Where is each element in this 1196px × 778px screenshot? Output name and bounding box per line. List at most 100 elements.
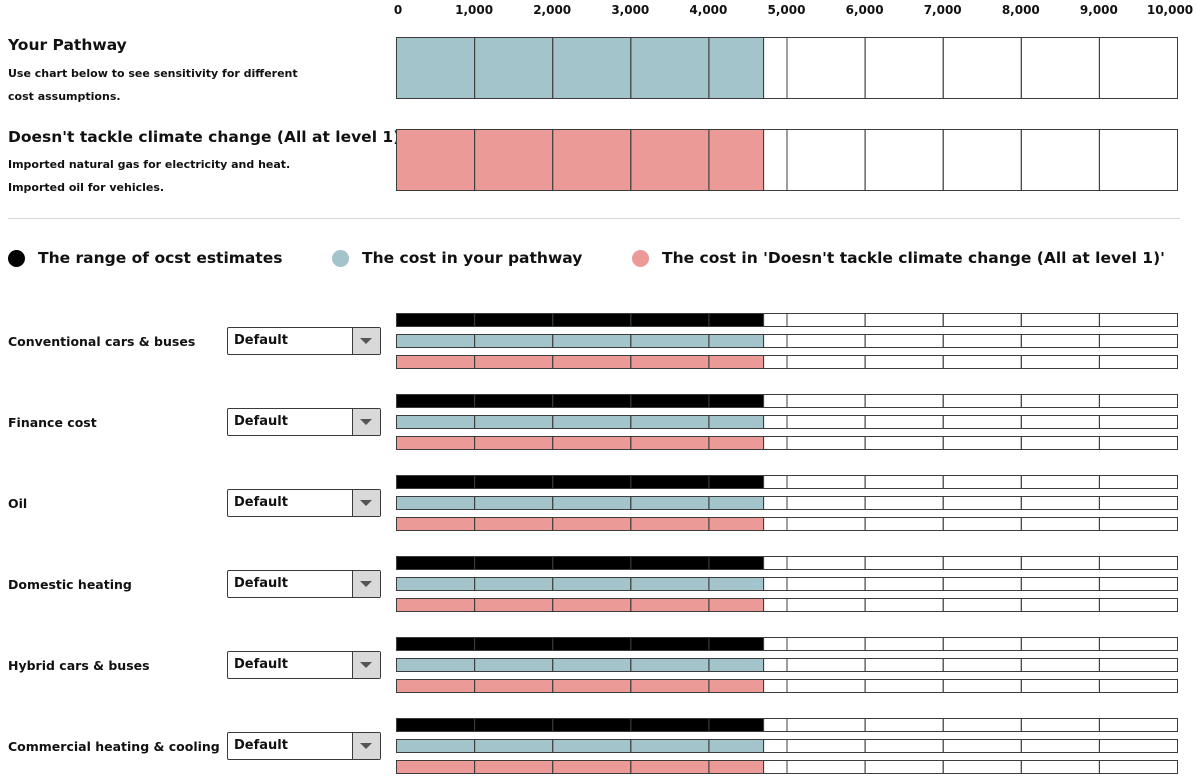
pathway-cost-bar-cell xyxy=(1020,739,1100,753)
dropdown-button[interactable] xyxy=(352,328,380,354)
x-tick-label: 7,000 xyxy=(923,3,962,17)
range-bar-cell xyxy=(1020,313,1100,327)
baseline-cost-bar-cell xyxy=(1020,760,1100,774)
x-tick-label: 2,000 xyxy=(533,3,572,17)
pathway-cost-bar-cell xyxy=(864,577,944,591)
baseline-cost-bar xyxy=(396,760,1179,774)
pathway-cost-bar-fill xyxy=(396,577,764,591)
select-value: Default xyxy=(234,657,288,672)
baseline-cost-bar-cell xyxy=(763,679,788,693)
baseline-cost-bar xyxy=(396,129,1179,191)
legend-range: The range of ocst estimates xyxy=(8,248,283,268)
baseline-cost-bar-cell xyxy=(864,517,944,531)
baseline-bar-cell xyxy=(942,129,1022,191)
range-bar-cell xyxy=(763,718,788,732)
pathway-cost-bar-cell xyxy=(1098,739,1179,753)
pathway-cost-bar-fill xyxy=(396,334,764,348)
baseline-cost-bar-cell xyxy=(763,517,788,531)
pathway-bar-cell xyxy=(1020,37,1100,99)
baseline-desc-line-1: Imported natural gas for electricity and… xyxy=(8,158,291,171)
baseline-cost-bar-cell xyxy=(1020,355,1100,369)
pathway-cost-bar xyxy=(396,37,1179,99)
range-bar-cell xyxy=(864,556,944,570)
pathway-cost-bar-cell xyxy=(763,577,788,591)
row-label: Finance cost xyxy=(8,415,97,430)
baseline-cost-bar xyxy=(396,436,1179,450)
range-bar-cell xyxy=(942,556,1022,570)
pathway-cost-bar-cell xyxy=(1020,334,1100,348)
dropdown-button[interactable] xyxy=(352,490,380,516)
legend-pathway-label: The cost in your pathway xyxy=(362,249,583,267)
pathway-cost-bar-cell xyxy=(763,415,788,429)
range-bar-cell xyxy=(763,475,788,489)
dropdown-button[interactable] xyxy=(352,571,380,597)
pathway-bar-cell xyxy=(763,37,788,99)
dropdown-button[interactable] xyxy=(352,733,380,759)
range-bar-cell xyxy=(786,637,866,651)
cost-assumption-select[interactable]: Default xyxy=(227,489,381,517)
pathway-description: Use chart below to see sensitivity for d… xyxy=(8,62,298,108)
pathway-cost-bar-cell xyxy=(763,658,788,672)
range-bar-cell xyxy=(942,313,1022,327)
range-bar-cell xyxy=(864,313,944,327)
range-bar-cell xyxy=(864,718,944,732)
cost-assumption-select[interactable]: Default xyxy=(227,327,381,355)
cost-assumption-select[interactable]: Default xyxy=(227,408,381,436)
range-bar-cell xyxy=(864,637,944,651)
pathway-desc-line-1: Use chart below to see sensitivity for d… xyxy=(8,67,298,80)
range-bar-cell xyxy=(1020,556,1100,570)
legend-range-swatch xyxy=(8,249,25,267)
pathway-cost-bar-cell xyxy=(942,496,1022,510)
chevron-down-icon xyxy=(360,581,372,587)
pathway-cost-bar-cell xyxy=(1098,334,1179,348)
range-bar-cell xyxy=(1098,394,1179,408)
range-bar-cell xyxy=(942,394,1022,408)
baseline-cost-bar-cell xyxy=(942,436,1022,450)
pathway-cost-bar xyxy=(396,658,1179,672)
range-bar-cell xyxy=(1020,475,1100,489)
pathway-cost-bar-fill xyxy=(396,739,764,753)
pathway-cost-bar-cell xyxy=(1098,496,1179,510)
pathway-cost-bar-cell xyxy=(763,739,788,753)
legend-baseline-label: The cost in 'Doesn't tackle climate chan… xyxy=(662,249,1165,267)
cost-assumption-select[interactable]: Default xyxy=(227,651,381,679)
pathway-cost-bar-cell xyxy=(763,496,788,510)
row-label: Hybrid cars & buses xyxy=(8,658,150,673)
legend-baseline-swatch xyxy=(632,249,649,267)
cost-assumption-select[interactable]: Default xyxy=(227,570,381,598)
x-tick-label: 4,000 xyxy=(689,3,728,17)
range-bar-cell xyxy=(763,556,788,570)
baseline-cost-bar xyxy=(396,355,1179,369)
baseline-cost-bar-cell xyxy=(864,436,944,450)
pathway-cost-bar-cell xyxy=(1020,577,1100,591)
pathway-cost-bar-cell xyxy=(786,658,866,672)
legend-pathway: The cost in your pathway xyxy=(332,248,582,268)
baseline-bar-cell xyxy=(786,129,866,191)
range-bar xyxy=(396,475,1179,489)
pathway-cost-bar-cell xyxy=(763,334,788,348)
baseline-cost-bar-cell xyxy=(1020,517,1100,531)
range-bar-cell xyxy=(1098,637,1179,651)
baseline-cost-bar-cell xyxy=(1098,355,1179,369)
pathway-cost-bar-cell xyxy=(786,496,866,510)
baseline-cost-bar-cell xyxy=(763,598,788,612)
baseline-cost-bar-fill xyxy=(396,355,764,369)
baseline-desc-line-2: Imported oil for vehicles. xyxy=(8,181,165,194)
baseline-cost-bar-cell xyxy=(763,760,788,774)
pathway-cost-bar-cell xyxy=(942,658,1022,672)
cost-assumption-select[interactable]: Default xyxy=(227,732,381,760)
baseline-cost-bar-cell xyxy=(1098,679,1179,693)
pathway-cost-bar-cell xyxy=(864,739,944,753)
baseline-cost-bar-cell xyxy=(786,598,866,612)
dropdown-button[interactable] xyxy=(352,652,380,678)
baseline-cost-bar-fill xyxy=(396,760,764,774)
baseline-cost-bar-cell xyxy=(1098,517,1179,531)
select-value: Default xyxy=(234,738,288,753)
legend-range-label: The range of ocst estimates xyxy=(38,249,283,267)
section-divider xyxy=(8,218,1180,219)
row-label: Commercial heating & cooling xyxy=(8,739,220,754)
range-bar xyxy=(396,556,1179,570)
range-bar xyxy=(396,718,1179,732)
dropdown-button[interactable] xyxy=(352,409,380,435)
baseline-cost-bar-fill xyxy=(396,436,764,450)
